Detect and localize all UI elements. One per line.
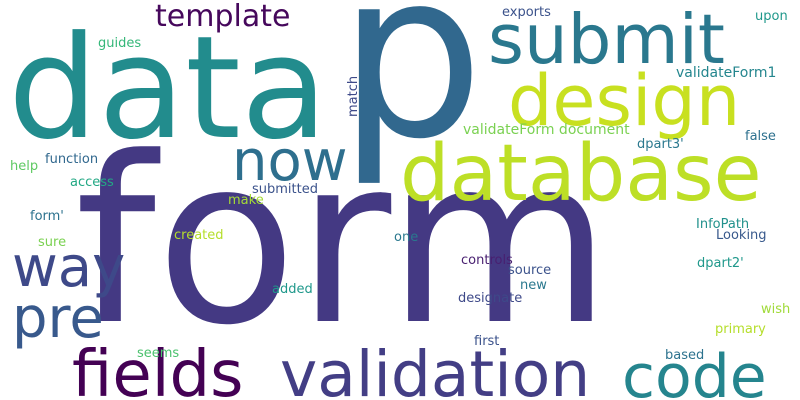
word-dpart3: dpart3' xyxy=(637,137,684,152)
word-sure: sure xyxy=(38,235,67,250)
word-data: data xyxy=(8,6,328,171)
word-match: match xyxy=(346,75,361,117)
word-now: now xyxy=(232,129,348,194)
word-fields: fields xyxy=(72,338,244,400)
word-help: help xyxy=(10,159,39,174)
word-looking: Looking xyxy=(716,228,767,243)
word-pre: pre xyxy=(12,286,104,351)
word-design: design xyxy=(508,60,741,142)
word-validateform1: validateForm1 xyxy=(676,65,777,81)
word-upon: upon xyxy=(755,9,788,24)
word-based: based xyxy=(665,348,705,363)
word-source: source xyxy=(508,263,552,278)
word-one: one xyxy=(394,230,419,245)
word-primary: primary xyxy=(715,322,766,337)
word-wish: wish xyxy=(761,302,791,317)
word-first: first xyxy=(474,334,500,349)
word-new: new xyxy=(520,278,547,293)
word-validateform-document: validateForm document xyxy=(463,122,630,138)
word-access: access xyxy=(70,175,114,190)
word-guides: guides xyxy=(98,36,142,51)
word-validation: validation xyxy=(280,338,591,400)
word-database: database xyxy=(400,129,762,219)
word-function: function xyxy=(45,152,99,167)
word-infopath: InfoPath xyxy=(696,217,750,232)
word-make: make xyxy=(228,193,264,208)
word-added: added xyxy=(272,282,313,297)
word-controls: controls xyxy=(461,253,513,268)
word-false: false xyxy=(745,129,776,144)
word-exports: exports xyxy=(502,5,551,20)
word-seems: seems xyxy=(137,346,180,361)
word-submitted: submitted xyxy=(252,182,318,197)
word-submit: submit xyxy=(488,0,725,80)
word-form: form xyxy=(75,109,612,376)
word-form-quote: form' xyxy=(30,209,64,224)
word-p: p xyxy=(338,0,484,190)
word-dpart2: dpart2' xyxy=(697,256,744,271)
word-template: template xyxy=(155,0,291,34)
word-way: way xyxy=(12,235,126,300)
word-designate: designate xyxy=(458,291,523,306)
word-created: created xyxy=(174,228,224,243)
word-code: code xyxy=(622,342,767,400)
